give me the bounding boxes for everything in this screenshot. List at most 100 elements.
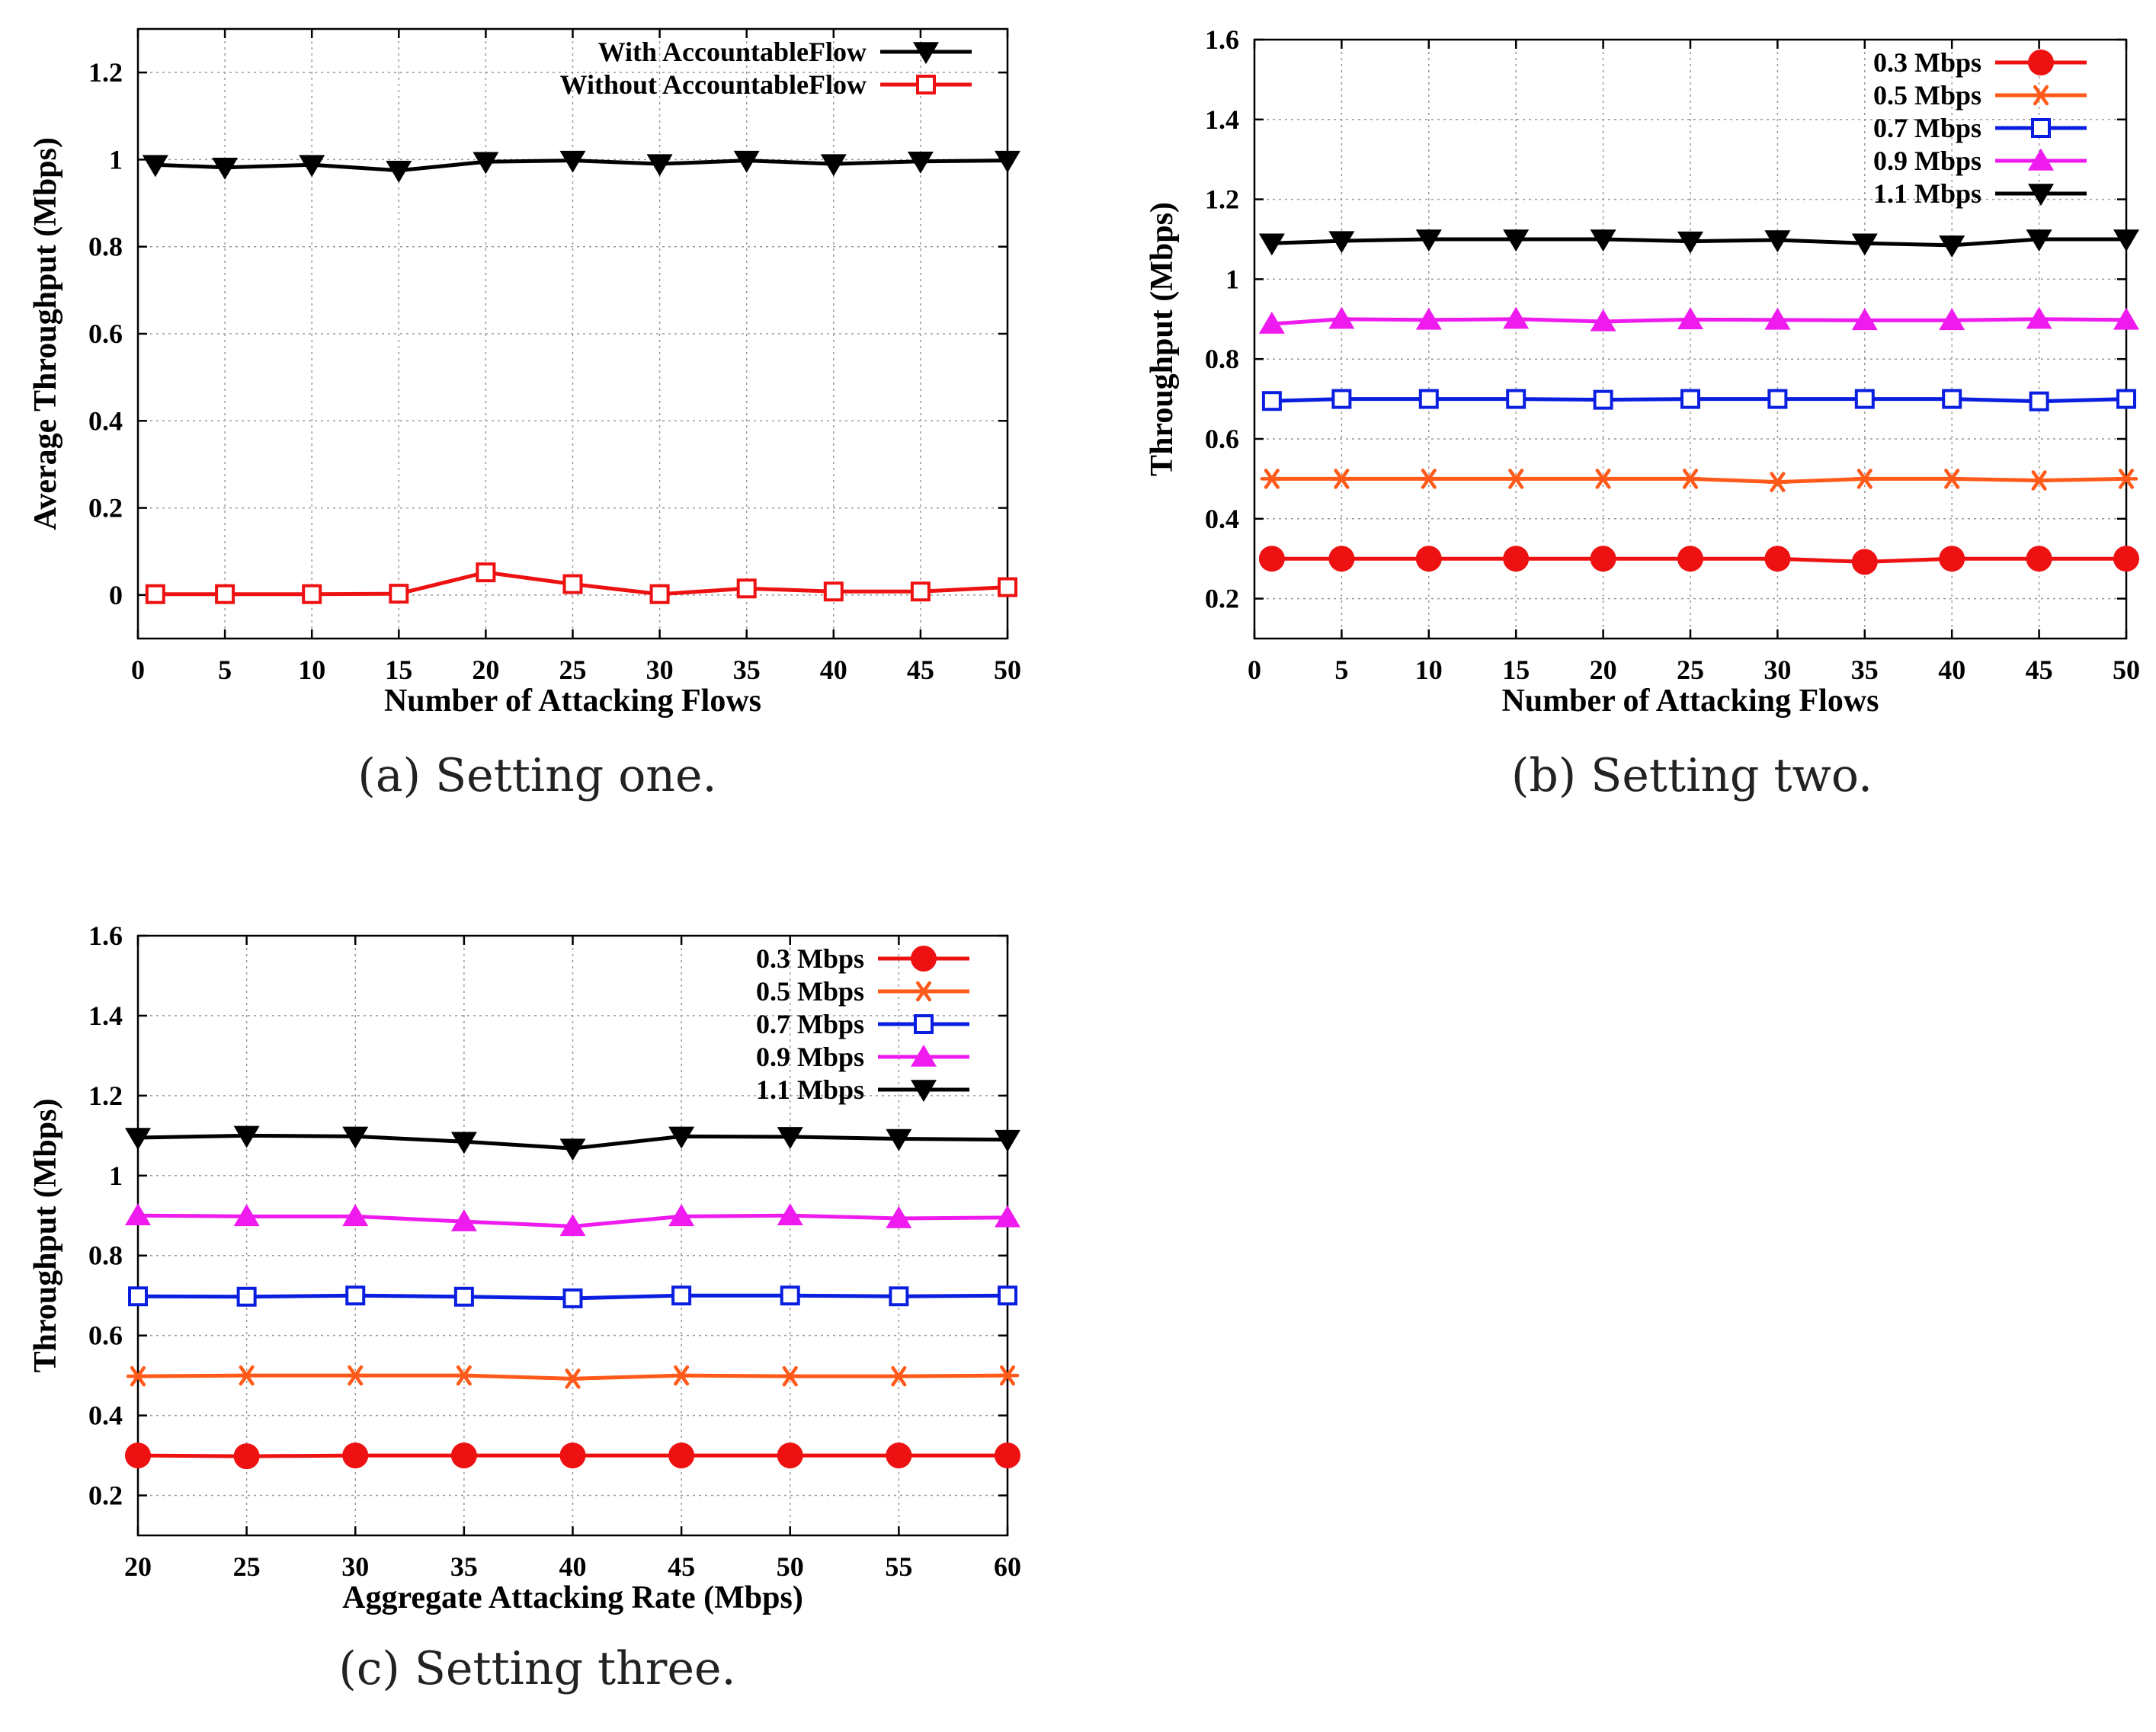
data-point [1942, 389, 1962, 409]
data-point [2029, 391, 2049, 411]
legend-item: 1.1 Mbps [1873, 178, 2087, 209]
data-point [2116, 389, 2136, 409]
data-point [299, 155, 325, 178]
legend-item: 0.9 Mbps [1873, 146, 2087, 176]
data-point [1328, 546, 1355, 572]
data-point [562, 574, 583, 594]
x-tick-label: 25 [233, 1551, 261, 1582]
data-point-stroke [1856, 469, 1872, 489]
data-point [342, 1204, 369, 1227]
data-point [1503, 229, 1530, 252]
legend-label: 0.5 Mbps [1873, 80, 1981, 110]
data-point-stroke [1770, 472, 1786, 492]
chart-panel-c: 20 25 30 35 40 45 50 55 60 0.2 0.4 0.6 0.8 1 1.2 1.4 1.6… [28, 920, 1021, 1695]
data-point-stroke [782, 1365, 798, 1387]
data-point [342, 1442, 369, 1469]
data-point-stroke [674, 1365, 690, 1386]
data-point-stroke [1264, 469, 1280, 489]
legend-label: 0.3 Mbps [1873, 47, 1981, 78]
y-tick-label: 0 [109, 580, 123, 610]
series-without-accountableflow [145, 562, 1017, 604]
data-point-stroke [1334, 469, 1350, 489]
x-tick-label: 55 [885, 1551, 912, 1582]
y-tick-label: 0.2 [88, 1481, 123, 1511]
data-point [559, 150, 586, 173]
data-point [1506, 389, 1526, 409]
y-tick-label: 1.2 [1205, 184, 1239, 215]
data-point [995, 1205, 1020, 1228]
legend-swatch-marker [2029, 85, 2053, 106]
data-point [236, 1286, 257, 1307]
data-point [559, 1214, 586, 1237]
data-point [1767, 389, 1788, 409]
y-tick-label: 0.4 [88, 405, 123, 436]
data-point-stroke [1944, 469, 1960, 489]
legend-item: 0.5 Mbps [1873, 80, 2087, 110]
y-tick-label: 1 [109, 1161, 123, 1191]
legend-swatch-marker [2028, 184, 2054, 206]
data-point [344, 1365, 367, 1386]
data-point [1258, 233, 1285, 256]
x-axis-label: Number of Attacking Flows [384, 684, 761, 719]
data-point-stroke [239, 1365, 255, 1386]
data-point [671, 1285, 692, 1306]
x-tick-label: 60 [994, 1551, 1021, 1582]
legend-swatch-marker [2031, 118, 2051, 138]
series-0-5-mbps [1260, 469, 2138, 492]
x-tick-label: 20 [472, 655, 499, 685]
data-point [1590, 309, 1616, 331]
data-point [125, 1128, 151, 1151]
data-point [995, 1129, 1020, 1152]
data-point [1258, 311, 1285, 334]
data-point [450, 1209, 477, 1231]
data-point [562, 1288, 583, 1308]
y-tick-label: 1 [109, 144, 123, 174]
data-point [561, 1369, 585, 1389]
data-point [1677, 307, 1703, 330]
legend-swatch-marker-stroke [2033, 85, 2049, 106]
data-point [1764, 230, 1791, 253]
legend-label: 0.9 Mbps [1873, 146, 1981, 176]
data-point [1328, 306, 1355, 329]
figure-caption: (b) Setting two. [1511, 749, 1872, 802]
data-point [215, 584, 235, 604]
legend-item: 0.7 Mbps [1873, 113, 2087, 143]
legend-label: 0.7 Mbps [756, 1009, 864, 1039]
data-point [668, 1442, 695, 1469]
data-point [1677, 546, 1703, 572]
data-point [1590, 229, 1616, 252]
data-point [125, 1442, 151, 1469]
legend-label: 0.3 Mbps [756, 943, 864, 974]
x-tick-label: 0 [1248, 655, 1261, 685]
y-tick-label: 1.4 [1205, 104, 1239, 135]
data-point [736, 578, 757, 599]
x-tick-label: 30 [646, 655, 674, 685]
legend-item: With AccountableFlow [598, 37, 972, 67]
x-tick-label: 0 [131, 655, 145, 685]
data-point [128, 1286, 148, 1307]
legend-swatch-marker-stroke [915, 981, 932, 1002]
y-tick-label: 0.8 [88, 232, 123, 262]
x-tick-label: 35 [733, 655, 761, 685]
x-tick-label: 45 [668, 1551, 695, 1582]
chart-panel-a: 0 5 10 15 20 25 30 35 40 45 50 0 0.2 0.4 0.6 0.8 1 1.2 Num… [28, 27, 1021, 802]
data-point [998, 1285, 1017, 1306]
y-tick-label: 1 [1225, 264, 1239, 294]
data-point [1851, 233, 1878, 256]
data-point-stroke [1595, 469, 1611, 489]
legend-swatch-marker [911, 946, 937, 972]
data-point [1939, 235, 1965, 258]
data-point [1678, 469, 1703, 489]
data-point [1503, 306, 1530, 329]
data-point [302, 584, 322, 604]
data-point [345, 1285, 366, 1306]
x-tick-label: 35 [1851, 655, 1879, 685]
data-point [233, 1204, 260, 1227]
data-point-stroke [565, 1369, 581, 1389]
y-tick-label: 0.6 [88, 319, 123, 349]
data-point [453, 1286, 474, 1307]
data-point [1939, 546, 1965, 572]
data-point-stroke [999, 1365, 1016, 1386]
legend-swatch-marker [2028, 148, 2054, 171]
